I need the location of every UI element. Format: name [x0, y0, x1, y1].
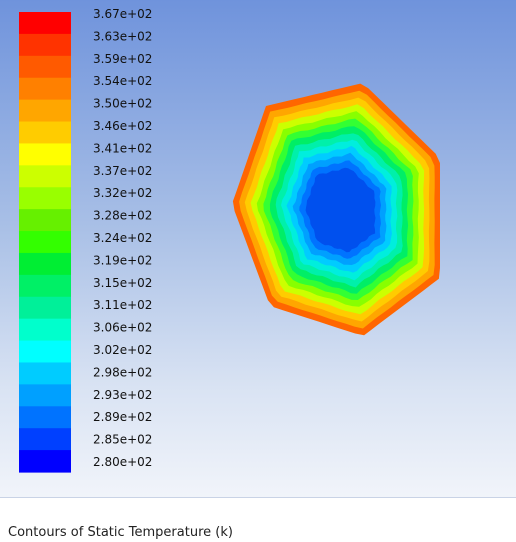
colorbar-tick-label: 3.19e+02: [93, 253, 152, 267]
colorbar-tick-label: 2.85e+02: [93, 433, 152, 447]
colorbar-tick-label: 3.59e+02: [93, 52, 152, 66]
colorbar-swatch: [19, 143, 71, 166]
colorbar-tick-label: 3.46e+02: [93, 119, 152, 133]
colorbar-tick-label: 3.24e+02: [93, 231, 152, 245]
colorbar-swatch: [19, 33, 71, 57]
colorbar-swatch: [19, 406, 71, 429]
colorbar-swatch: [19, 274, 71, 298]
colorbar-tick-label: 2.80e+02: [93, 455, 152, 469]
contour-band: [305, 167, 376, 253]
colorbar-swatch: [19, 12, 71, 35]
colorbar: 3.67e+02 3.63e+02 3.59e+02 3.54e+02 3.50e+02…: [19, 7, 152, 473]
colorbar-tick-label: 3.02e+02: [93, 343, 152, 357]
colorbar-swatch: [19, 99, 71, 123]
colorbar-swatch: [19, 384, 71, 407]
colorbar-swatch: [19, 450, 71, 473]
colorbar-swatch: [19, 362, 71, 385]
colorbar-swatch: [19, 318, 71, 342]
colorbar-tick-label: 3.67e+02: [93, 7, 152, 21]
graphics-viewport[interactable]: 3.67e+02 3.63e+02 3.59e+02 3.54e+02 3.50e+02…: [0, 0, 516, 497]
colorbar-swatch: [19, 55, 71, 79]
caption-bar: Contours of Static Temperature (k): [0, 497, 516, 542]
colorbar-swatch: [19, 165, 71, 188]
colorbar-tick-label: 2.93e+02: [93, 388, 152, 402]
colorbar-swatch: [19, 428, 71, 451]
colorbar-swatch: [19, 231, 71, 254]
contour-plot: 3.67e+02 3.63e+02 3.59e+02 3.54e+02 3.50e+02…: [19, 7, 440, 473]
colorbar-tick-label: 3.15e+02: [93, 276, 152, 290]
colorbar-tick-label: 3.50e+02: [93, 97, 152, 111]
colorbar-swatch: [19, 296, 71, 320]
colorbar-swatch: [19, 340, 71, 364]
colorbar-tick-label: 2.89e+02: [93, 410, 152, 424]
colorbar-tick-label: 3.11e+02: [93, 298, 152, 312]
colorbar-swatch: [19, 121, 71, 145]
colorbar-tick-label: 3.54e+02: [93, 74, 152, 88]
colorbar-tick-label: 3.41e+02: [93, 141, 152, 155]
temperature-contours: [232, 83, 440, 336]
colorbar-tick-label: 3.37e+02: [93, 164, 152, 178]
colorbar-tick-label: 3.63e+02: [93, 29, 152, 43]
colorbar-swatch: [19, 209, 71, 232]
colorbar-tick-label: 3.28e+02: [93, 209, 152, 223]
colorbar-tick-label: 3.06e+02: [93, 321, 152, 335]
colorbar-tick-label: 3.32e+02: [93, 186, 152, 200]
plot-caption: Contours of Static Temperature (k): [8, 525, 233, 540]
colorbar-swatch: [19, 187, 71, 210]
colorbar-swatch: [19, 77, 71, 101]
colorbar-tick-label: 2.98e+02: [93, 365, 152, 379]
colorbar-swatch: [19, 252, 71, 276]
